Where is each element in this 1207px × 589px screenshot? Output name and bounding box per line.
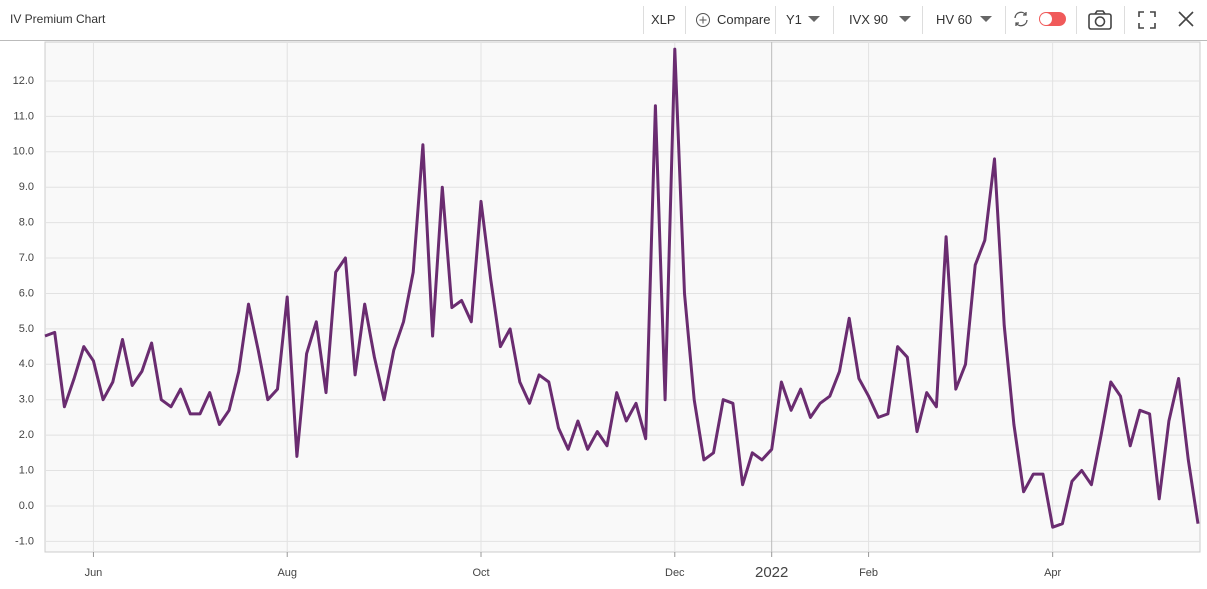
- symbol-button[interactable]: XLP: [651, 12, 676, 27]
- close-icon[interactable]: [1178, 11, 1194, 27]
- caret: [899, 16, 911, 22]
- line-series: [44, 47, 1200, 529]
- toolbar: IV Premium Chart XLP Compare Y1 IVX 90 H…: [0, 0, 1207, 41]
- separator: [775, 6, 776, 34]
- y-tick-label: -1.0: [15, 535, 34, 547]
- separator: [922, 6, 923, 34]
- x-tick-label: 2022: [755, 564, 788, 581]
- y-tick-label: 8.0: [19, 217, 34, 229]
- camera-icon[interactable]: [1087, 9, 1113, 31]
- x-tick-label: Dec: [665, 567, 685, 579]
- separator: [1124, 6, 1125, 34]
- sync-icon[interactable]: [1012, 10, 1030, 28]
- hv-select[interactable]: HV 60: [936, 12, 973, 27]
- y-tick-label: 6.0: [19, 287, 34, 299]
- compare-button[interactable]: Compare: [717, 12, 771, 27]
- plus-icon: [696, 13, 710, 27]
- caret: [808, 16, 820, 22]
- y-tick-label: 0.0: [19, 500, 34, 512]
- x-tick-label: Oct: [472, 567, 489, 579]
- toggle[interactable]: [1038, 11, 1068, 27]
- x-tick-label: Feb: [859, 567, 878, 579]
- caret: [980, 16, 992, 22]
- chart-title: IV Premium Chart: [10, 12, 106, 26]
- plot-area: [44, 41, 1201, 553]
- y-tick-label: 4.0: [19, 358, 34, 370]
- fullscreen-icon[interactable]: [1138, 11, 1156, 29]
- iv-select[interactable]: IVX 90: [849, 12, 889, 27]
- period-select[interactable]: Y1: [786, 12, 802, 27]
- chart: -1.0 0.0 1.0 2.0 3.0 4.0 5.0 6.0 7.0 8.0 9.0 10.0 11…: [13, 41, 1201, 581]
- separator: [643, 6, 644, 34]
- x-tick-label: Jun: [85, 567, 103, 579]
- y-tick-label: 1.0: [19, 464, 34, 476]
- separator: [833, 6, 834, 34]
- y-tick-label: 12.0: [13, 75, 34, 87]
- y-tick-label: 7.0: [19, 252, 34, 264]
- y-tick-label: 3.0: [19, 394, 34, 406]
- y-tick-label: 9.0: [19, 181, 34, 193]
- separator: [685, 6, 686, 34]
- y-tick-label: 11.0: [13, 110, 34, 122]
- y-tick-label: 5.0: [19, 323, 34, 335]
- y-tick-label: 10.0: [13, 146, 34, 158]
- x-tick-label: Aug: [277, 567, 297, 579]
- x-tick-label: Apr: [1044, 567, 1061, 579]
- separator: [1076, 6, 1077, 34]
- y-tick-label: 2.0: [19, 429, 34, 441]
- separator: [1005, 6, 1006, 34]
